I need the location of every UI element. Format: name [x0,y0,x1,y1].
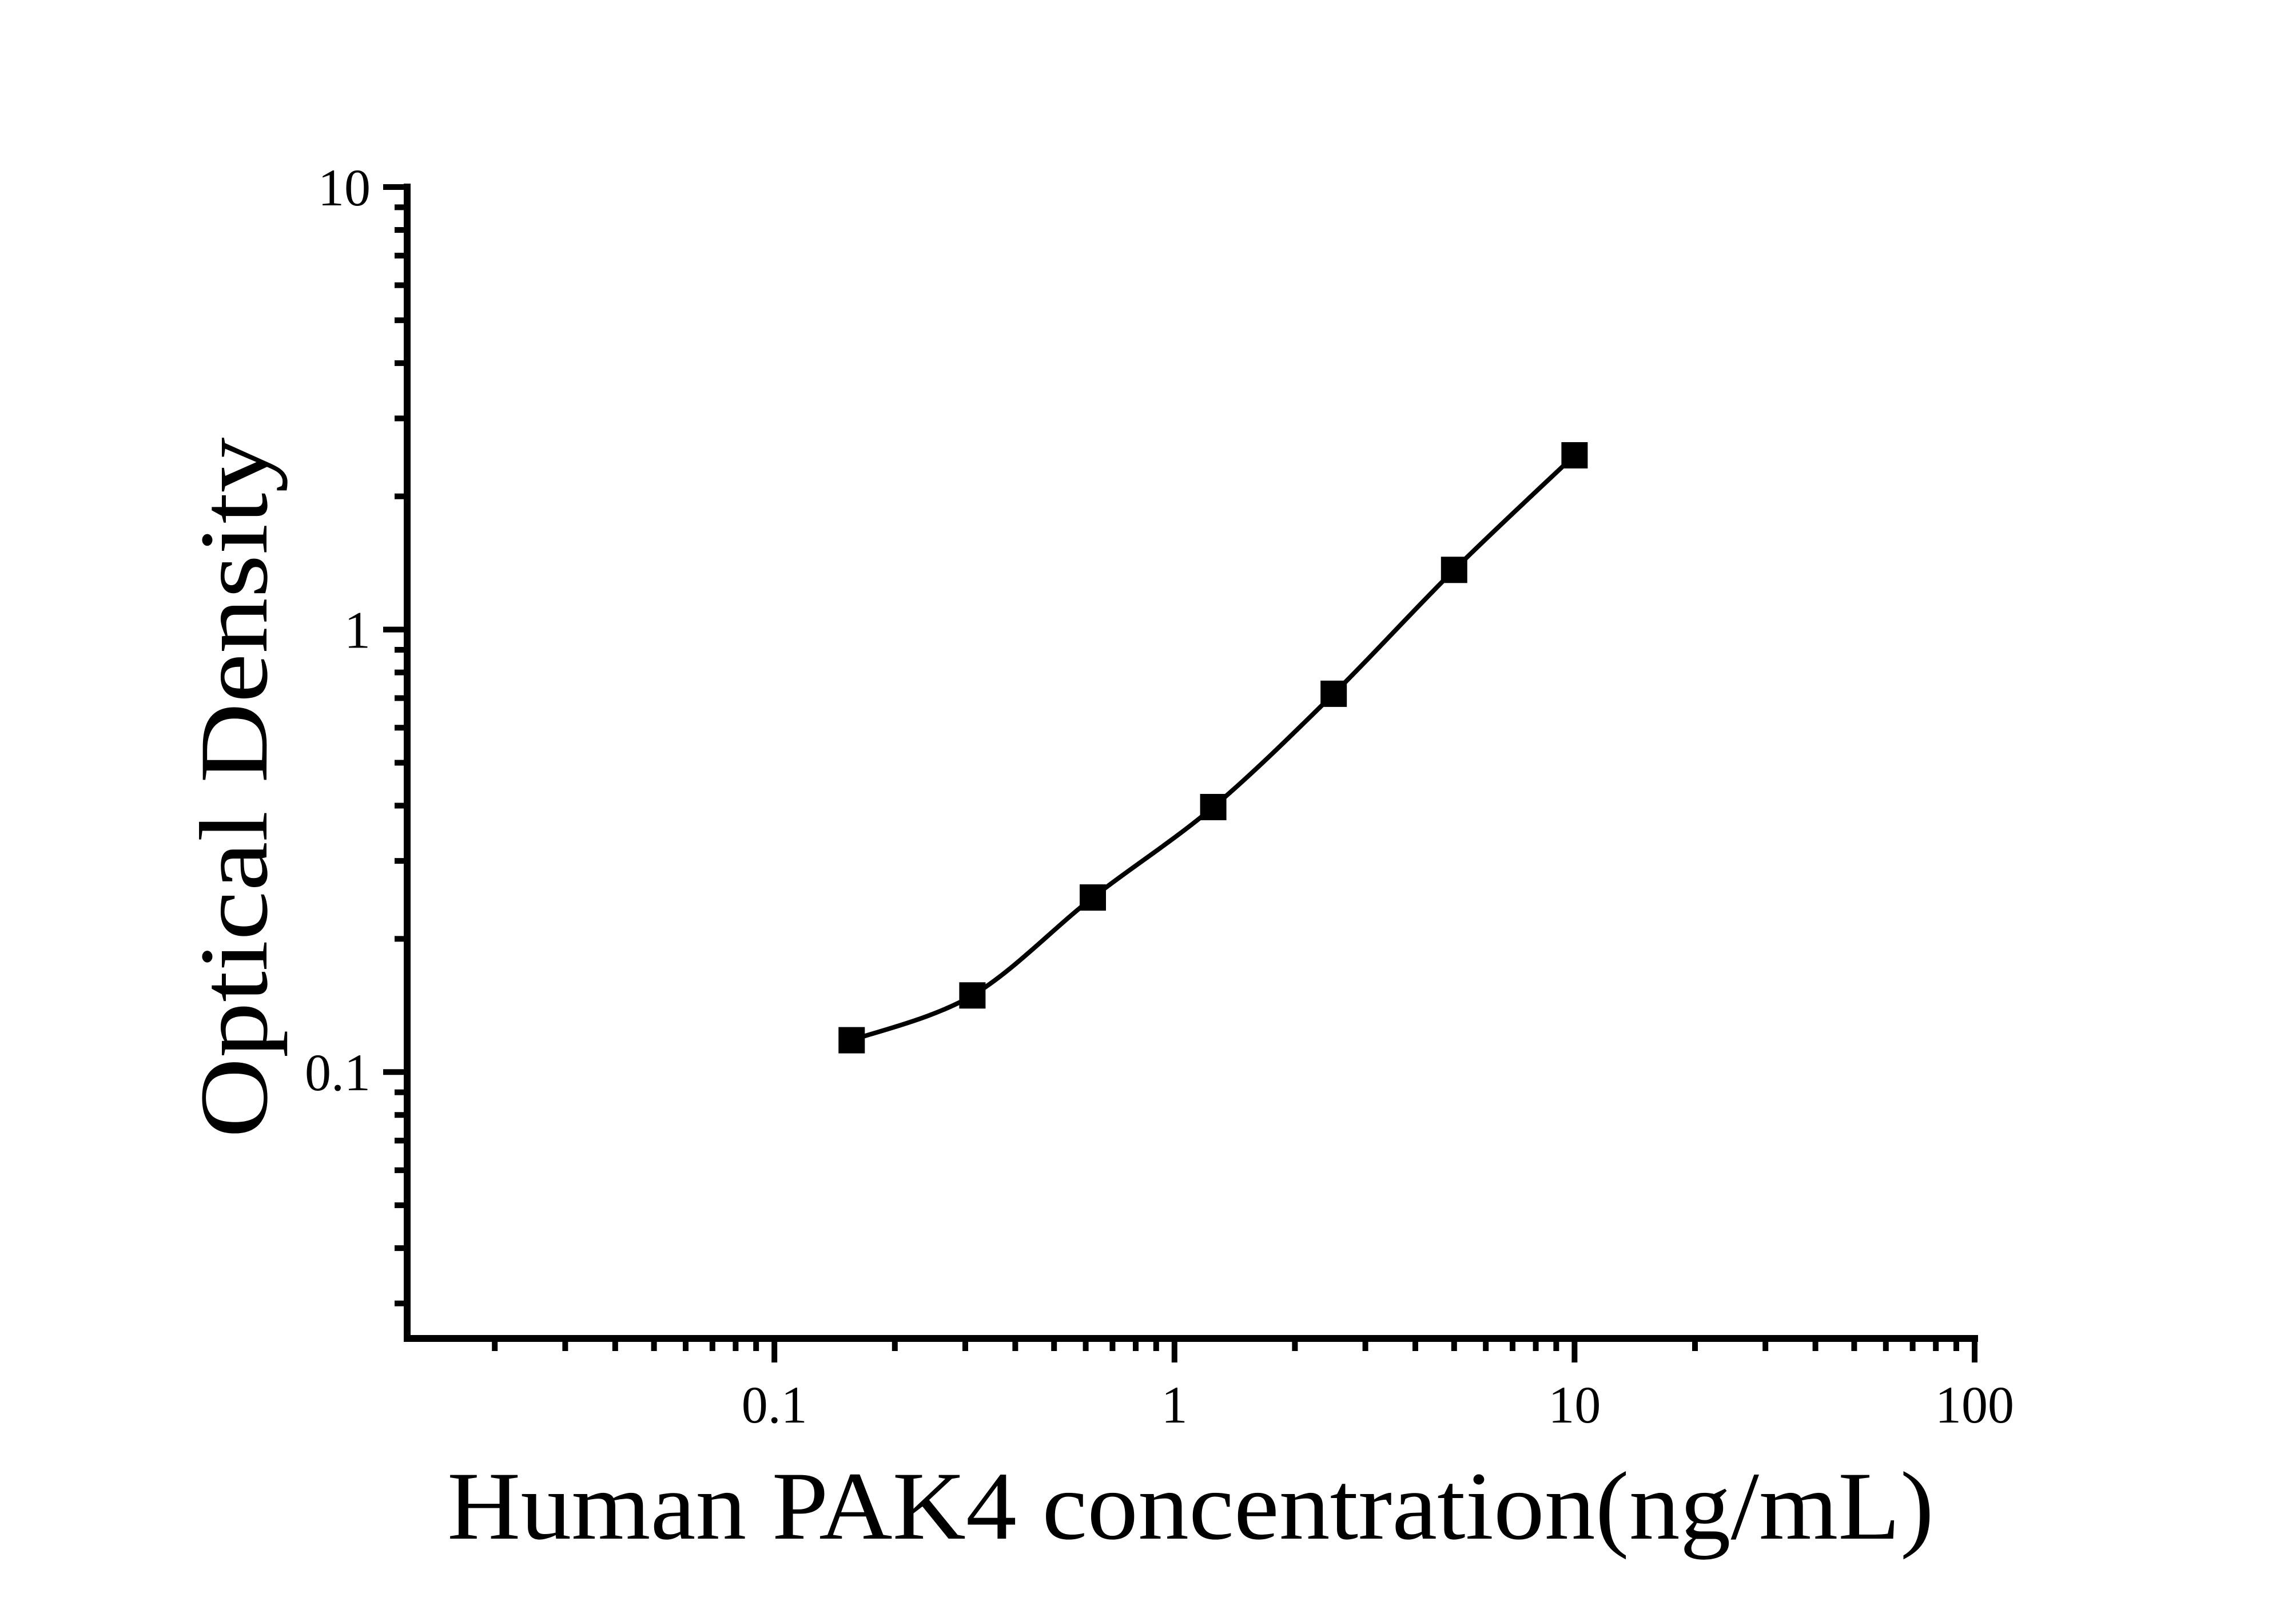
y-axis-tick-label: 0.1 [305,1043,371,1102]
y-axis-ticks [383,184,407,1306]
y-axis-tick-label: 10 [318,158,371,217]
data-point-marker [1561,442,1588,468]
y-axis-tick-labels: 0.1 1 10 [305,158,371,1102]
x-axis-tick-label: 0.1 [742,1376,807,1434]
axis-frame [404,184,1978,1342]
y-axis-tick-label: 1 [344,601,371,660]
x-axis-tick-label: 10 [1548,1376,1601,1434]
x-axis-title: Human PAK4 concentration(ng/mL) [447,1452,1934,1560]
data-point-marker [1441,557,1467,583]
data-point-marker [959,982,986,1009]
standard-curve-line [850,454,1577,1043]
data-point-marker [1200,794,1227,820]
x-axis-ticks [492,1338,1977,1362]
series-layer [838,442,1588,1054]
data-point-marker [1080,884,1106,911]
x-axis-tick-label: 100 [1935,1376,2014,1434]
data-point-marker [1320,680,1347,707]
series-standard-curve [838,442,1588,1054]
y-axis-title: Optical Density [180,438,288,1138]
x-axis-tick-label: 1 [1161,1376,1188,1434]
x-axis-tick-labels: 0.1 1 10 100 [742,1376,2014,1434]
data-point-marker [838,1027,865,1054]
